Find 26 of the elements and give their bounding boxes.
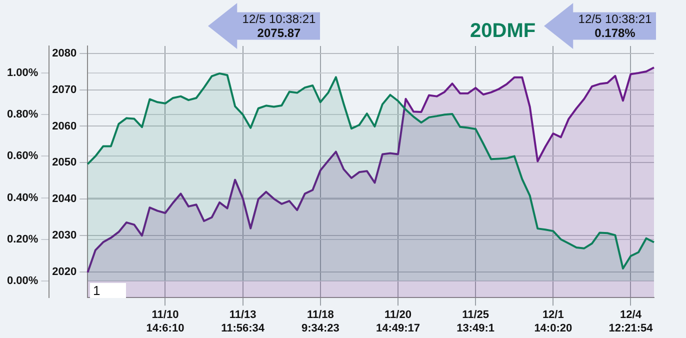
text-field: 1 xyxy=(90,283,126,298)
x-tick-label: 11/18 9:34:23 xyxy=(301,309,340,334)
y-tick-label: 2020 xyxy=(52,266,77,278)
y2-tick-label: 0.00% xyxy=(6,274,38,287)
text: 0.178% xyxy=(594,26,636,40)
x-tick-label: 11/13 11:56:34 xyxy=(221,309,266,334)
y2-tick-label: 0.40% xyxy=(6,192,38,204)
y2-tick-label: 0.20% xyxy=(6,233,38,246)
y-tick-label: 2060 xyxy=(52,120,77,132)
x-tick-label: 11/20 14:49:17 xyxy=(376,309,420,334)
y-tick-label: 2080 xyxy=(52,47,77,60)
y-tick-label: 2050 xyxy=(52,156,77,169)
x-tick-label: 11/10 14:6:10 xyxy=(146,309,184,334)
x-tick-label: 12/4 12:21:54 xyxy=(608,309,654,334)
y-tick-label: 2070 xyxy=(52,84,77,96)
y2-tick-label: 0.80% xyxy=(6,108,38,121)
x-tick-label: 12/1 14:0:20 xyxy=(534,309,572,334)
text: 2075.87 xyxy=(256,26,302,40)
y2-tick-label: 1.00% xyxy=(6,67,38,80)
text: 12/5 10:38:21 xyxy=(577,12,653,26)
y2-tick-label: 0.60% xyxy=(6,150,38,162)
y-tick-label: 2040 xyxy=(52,193,77,206)
text: 12/5 10:38:21 xyxy=(241,12,317,26)
y-tick-label: 2030 xyxy=(52,230,77,242)
text: 20DMF xyxy=(470,20,536,43)
x-tick-label: 11/25 13:49:1 xyxy=(456,309,495,334)
